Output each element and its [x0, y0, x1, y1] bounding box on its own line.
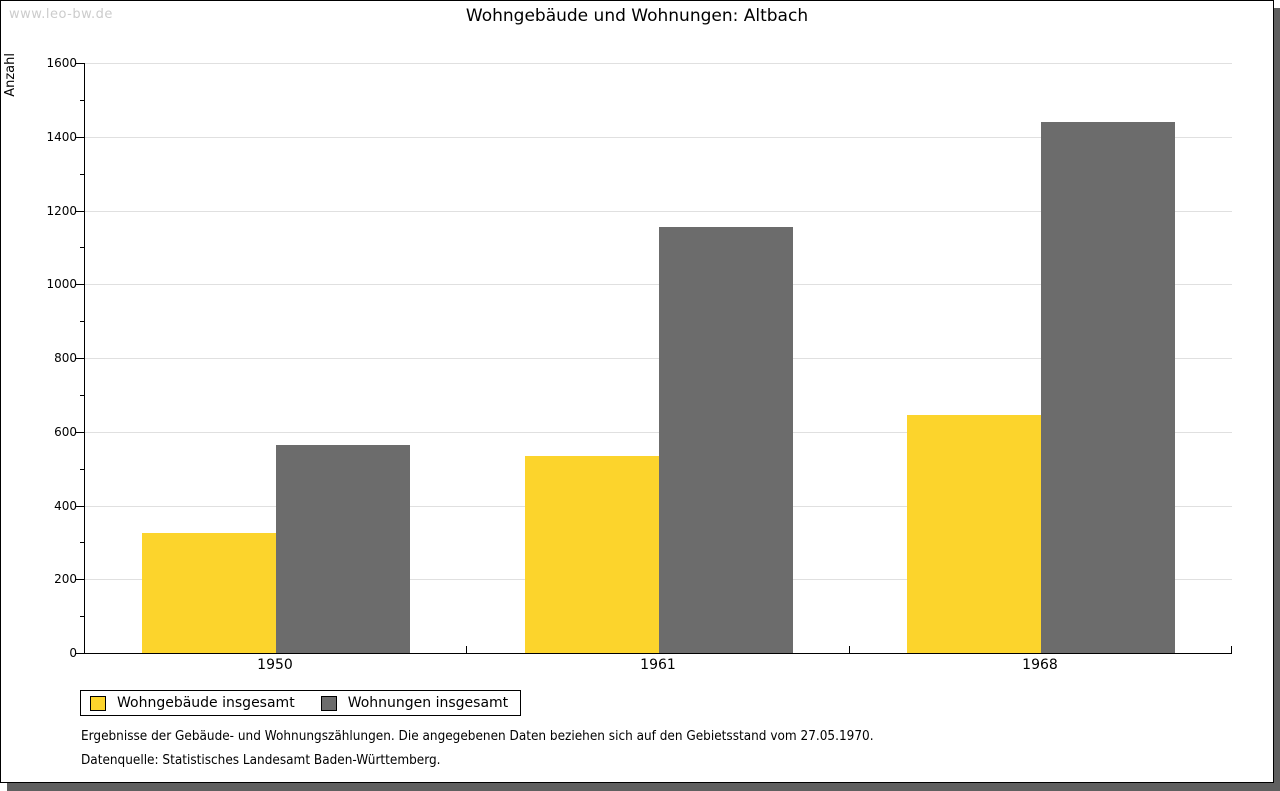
legend-item-wohnungen: Wohnungen insgesamt	[320, 695, 509, 711]
gridline-1600	[85, 63, 1232, 64]
y-tick-400	[76, 506, 84, 507]
y-tick-label-1000: 1000	[46, 277, 77, 291]
y-tick-label-200: 200	[54, 572, 77, 586]
y-tick-label-1400: 1400	[46, 130, 77, 144]
y-tick-600	[76, 432, 84, 433]
y-tick-1200	[76, 211, 84, 212]
footnote-source-note: Ergebnisse der Gebäude- und Wohnungszähl…	[81, 729, 874, 744]
y-tick-200	[76, 579, 84, 580]
y-tick-800	[76, 358, 84, 359]
legend-label: Wohngebäude insgesamt	[117, 695, 295, 711]
y-tick-1400	[76, 137, 84, 138]
y-tick-label-1200: 1200	[46, 204, 77, 218]
legend-swatch-yellow-icon	[90, 695, 106, 711]
y-tick-label-800: 800	[54, 351, 77, 365]
y-minor-tick-1100	[80, 247, 84, 248]
gridline-1400	[85, 137, 1232, 138]
gridline-1000	[85, 284, 1232, 285]
bar-series1-1961	[659, 227, 793, 653]
legend-label: Wohnungen insgesamt	[347, 695, 509, 711]
footnote-data-source: Datenquelle: Statistisches Landesamt Bad…	[81, 753, 441, 768]
bar-series1-1950	[276, 445, 410, 653]
y-minor-tick-100	[80, 616, 84, 617]
x-tick-label-1950: 1950	[257, 657, 293, 673]
y-axis-tick-labels: 0 200 400 600 800 1000 1200 1400 1600	[1, 56, 77, 660]
watermark-url: www.leo-bw.de	[9, 7, 113, 22]
x-tick-label-1961: 1961	[640, 657, 676, 673]
chart-title: Wohngebäude und Wohnungen: Altbach	[465, 6, 809, 26]
x-axis-tick-labels: 1950 1961 1968	[84, 657, 1231, 675]
x-boundary-tick-3	[1231, 646, 1232, 653]
bar-series0-1968	[907, 415, 1041, 653]
x-tick-label-1968: 1968	[1022, 657, 1058, 673]
y-minor-tick-500	[80, 469, 84, 470]
y-minor-tick-1500	[80, 100, 84, 101]
y-tick-1600	[76, 63, 84, 64]
gridline-1200	[85, 211, 1232, 212]
y-minor-tick-300	[80, 542, 84, 543]
y-tick-label-0: 0	[69, 646, 77, 660]
x-boundary-tick-2	[849, 646, 850, 653]
legend-item-wohngebaeude: Wohngebäude insgesamt	[90, 695, 295, 711]
bar-series0-1950	[142, 533, 276, 653]
bar-series0-1961	[525, 456, 659, 653]
gridline-800	[85, 358, 1232, 359]
y-minor-tick-700	[80, 395, 84, 396]
gridline-600	[85, 432, 1232, 433]
x-boundary-tick-1	[466, 646, 467, 653]
legend: Wohngebäude insgesamt Wohnungen insgesam…	[80, 690, 522, 716]
plot-area	[76, 63, 1232, 654]
legend-swatch-gray-icon	[320, 695, 337, 711]
y-tick-1000	[76, 284, 84, 285]
y-minor-tick-900	[80, 321, 84, 322]
y-tick-0	[76, 653, 84, 654]
y-tick-label-1600: 1600	[46, 56, 77, 70]
y-minor-tick-1300	[80, 174, 84, 175]
bar-series1-1968	[1041, 122, 1175, 653]
y-tick-label-600: 600	[54, 425, 77, 439]
y-tick-label-400: 400	[54, 499, 77, 513]
